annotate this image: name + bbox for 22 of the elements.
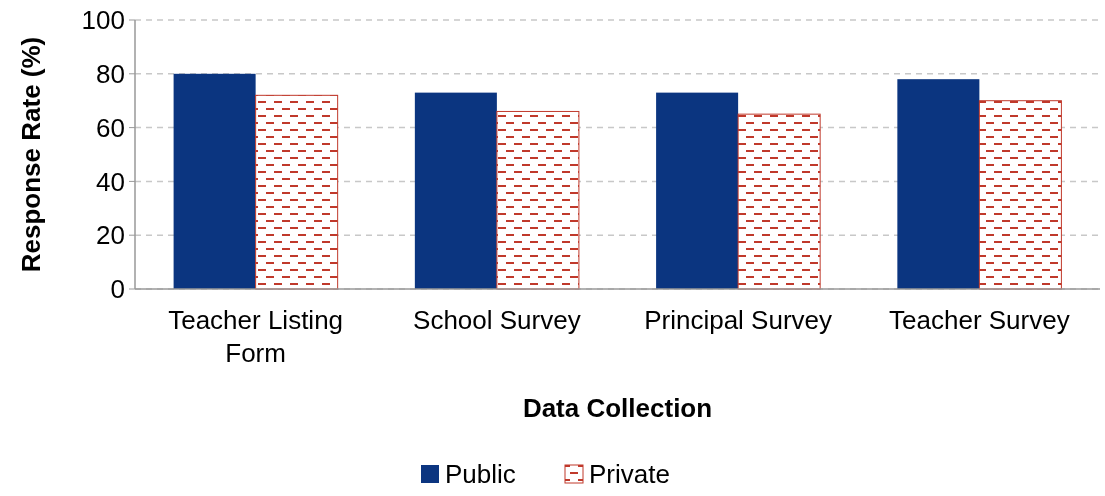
bar <box>656 92 739 289</box>
legend-label: Private <box>589 459 670 490</box>
x-axis-title: Data Collection <box>522 393 713 423</box>
y-tick-label: 100 <box>81 5 125 36</box>
y-tick-label: 80 <box>96 58 125 89</box>
y-tick-label: 0 <box>110 274 125 305</box>
bar <box>496 110 580 290</box>
bar <box>414 92 497 289</box>
x-tick-label: School Survey <box>413 305 581 335</box>
bar <box>897 79 980 289</box>
bar <box>978 100 1062 290</box>
y-tick-label: 20 <box>96 220 125 251</box>
bar <box>255 94 339 290</box>
y-tick-label: 60 <box>96 112 125 143</box>
y-axis-title: Response Rate (%) <box>16 36 46 273</box>
x-tick-label: Principal Survey <box>644 305 833 335</box>
bar <box>173 73 256 289</box>
y-tick-label: 40 <box>96 166 125 197</box>
legend-label: Public <box>445 459 516 490</box>
bar <box>737 113 821 290</box>
x-tick-label: Teacher Survey <box>889 305 1070 335</box>
x-tick-label: Teacher Listing Form <box>168 305 344 368</box>
